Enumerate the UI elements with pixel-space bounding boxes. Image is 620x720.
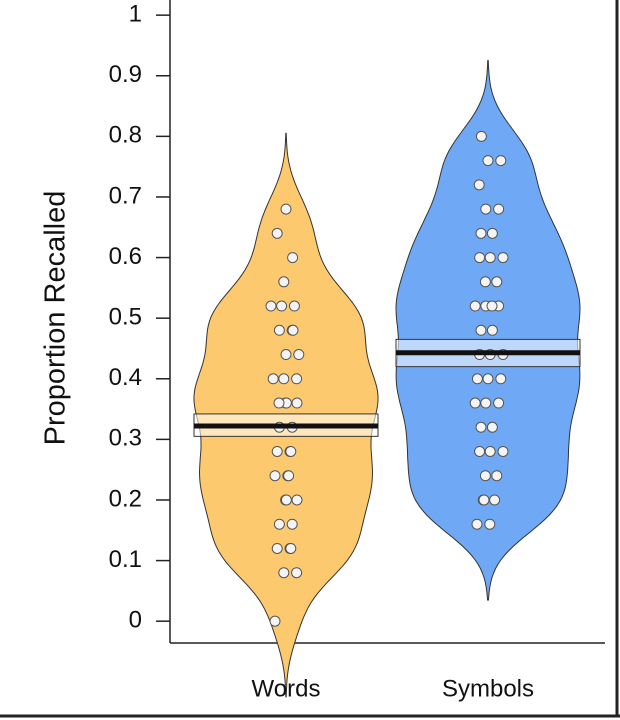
data-point <box>497 252 509 264</box>
data-point <box>491 276 503 288</box>
data-point <box>271 542 283 554</box>
data-point <box>478 494 490 506</box>
data-point <box>479 276 491 288</box>
data-point <box>486 300 498 312</box>
data-point <box>486 227 498 239</box>
data-point <box>285 542 297 554</box>
data-point <box>291 567 303 579</box>
data-point <box>291 494 303 506</box>
data-point <box>484 445 496 457</box>
data-point <box>285 445 297 457</box>
data-point <box>473 179 485 191</box>
y-tick-label: 0.4 <box>109 364 142 391</box>
data-point <box>280 494 292 506</box>
data-point <box>278 567 290 579</box>
x-tick-label: Words <box>252 675 321 702</box>
data-point <box>493 203 505 215</box>
data-point <box>280 349 292 361</box>
data-point <box>489 494 501 506</box>
data-point <box>482 155 494 167</box>
data-point <box>291 397 303 409</box>
data-point <box>469 300 481 312</box>
data-point <box>486 324 498 336</box>
data-point <box>475 227 487 239</box>
data-point <box>486 421 498 433</box>
y-tick-label: 0.5 <box>109 304 142 331</box>
data-point <box>273 397 285 409</box>
y-tick-label: 0.6 <box>109 243 142 270</box>
data-point <box>469 397 481 409</box>
data-point <box>474 252 486 264</box>
data-point <box>286 518 298 530</box>
data-point <box>482 373 494 385</box>
data-point <box>271 227 283 239</box>
y-tick-label: 0.8 <box>109 122 142 149</box>
data-point <box>475 324 487 336</box>
data-point <box>471 373 483 385</box>
data-point <box>293 349 305 361</box>
data-point <box>491 470 503 482</box>
data-point <box>271 445 283 457</box>
data-point <box>287 324 299 336</box>
data-point <box>287 252 299 264</box>
data-point <box>474 445 486 457</box>
data-point <box>265 300 277 312</box>
data-point <box>497 445 509 457</box>
data-point <box>495 373 507 385</box>
data-point <box>480 203 492 215</box>
data-point <box>475 421 487 433</box>
data-point <box>479 470 491 482</box>
data-point <box>493 397 505 409</box>
data-point <box>471 518 483 530</box>
y-tick-label: 0 <box>129 607 142 634</box>
y-tick-label: 0.1 <box>109 546 142 573</box>
data-point <box>273 518 285 530</box>
data-point <box>484 252 496 264</box>
data-point <box>291 373 303 385</box>
data-point <box>269 470 281 482</box>
data-point <box>269 615 281 627</box>
data-point <box>484 518 496 530</box>
data-point <box>278 276 290 288</box>
data-point <box>278 373 290 385</box>
data-point <box>288 300 300 312</box>
data-point <box>283 470 295 482</box>
y-axis-label: Proportion Recalled <box>40 191 72 446</box>
y-tick-label: 1 <box>129 0 142 27</box>
y-tick-label: 0.7 <box>109 182 142 209</box>
y-tick-label: 0.3 <box>109 425 142 452</box>
x-tick-label: Symbols <box>442 675 534 702</box>
data-point <box>273 324 285 336</box>
data-point <box>480 397 492 409</box>
data-point <box>280 203 292 215</box>
data-point <box>276 300 288 312</box>
y-tick-label: 0.2 <box>109 485 142 512</box>
data-point <box>495 155 507 167</box>
data-point <box>267 373 279 385</box>
data-point <box>475 130 487 142</box>
y-tick-label: 0.9 <box>109 61 142 88</box>
